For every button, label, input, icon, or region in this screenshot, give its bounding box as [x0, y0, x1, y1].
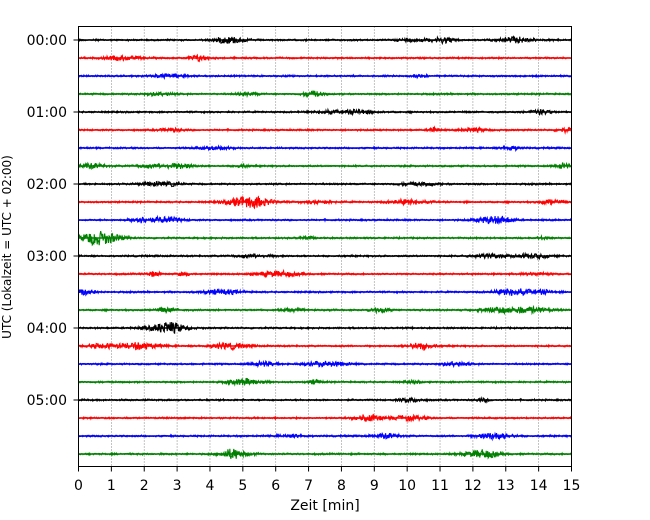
y-tick-label: 03:00	[27, 249, 67, 265]
x-tick-label: 15	[563, 478, 581, 494]
x-tick-label: 12	[464, 478, 482, 494]
x-tick-label: 1	[107, 478, 116, 494]
x-tick-label: 10	[398, 478, 416, 494]
x-tick-label: 5	[238, 478, 247, 494]
x-tick-label: 14	[530, 478, 548, 494]
x-tick-label: 2	[140, 478, 149, 494]
x-tick-label: 3	[173, 478, 182, 494]
vertical-gridlines	[111, 26, 539, 467]
x-axis-title: Zeit [min]	[290, 498, 359, 514]
x-tick-label: 8	[337, 478, 346, 494]
y-tick-label: 04:00	[27, 321, 67, 337]
x-tick-label: 9	[370, 478, 379, 494]
y-axis-ticks: 00:00 01:00 02:00 03:00 04:00 05:00	[27, 33, 79, 409]
x-tick-label: 13	[497, 478, 515, 494]
plot-frame	[78, 26, 572, 467]
x-tick-label: 6	[271, 478, 280, 494]
y-axis-title: UTC (Lokalzeit = UTC + 02:00)	[0, 155, 14, 339]
y-tick-label: 00:00	[27, 33, 67, 49]
x-axis-ticks: 0 1 2 3 4 5 6 7 8 9 10 11 12 13 14 15	[74, 466, 581, 494]
x-tick-label: 4	[206, 478, 215, 494]
seismic-traces	[77, 35, 573, 460]
y-tick-label: 02:00	[27, 177, 67, 193]
y-tick-label: 01:00	[27, 105, 67, 121]
x-tick-label: 11	[431, 478, 449, 494]
y-tick-label: 05:00	[27, 393, 67, 409]
x-tick-label: 7	[304, 478, 313, 494]
x-tick-label: 0	[74, 478, 83, 494]
